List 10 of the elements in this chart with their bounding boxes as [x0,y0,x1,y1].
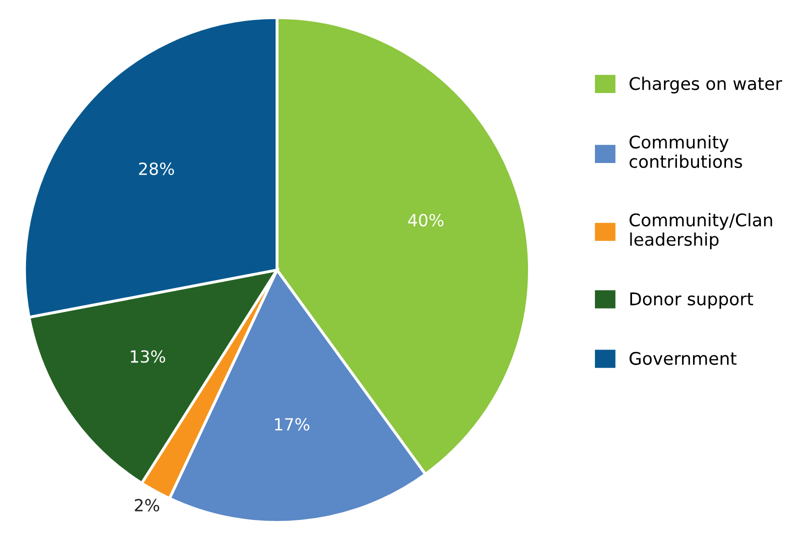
legend-label: Donor support [630,292,754,309]
data-label: 17% [275,418,310,431]
data-label: 13% [130,350,166,363]
legend-label: Community/Clan leadership [630,213,772,250]
legend-label: Charges on water [630,76,782,94]
legend-label: Government [630,352,736,365]
data-label: 40% [408,214,444,226]
legend-label: Community contributions [630,135,742,168]
data-label: 28% [139,162,174,176]
data-label: 2% [134,498,160,512]
